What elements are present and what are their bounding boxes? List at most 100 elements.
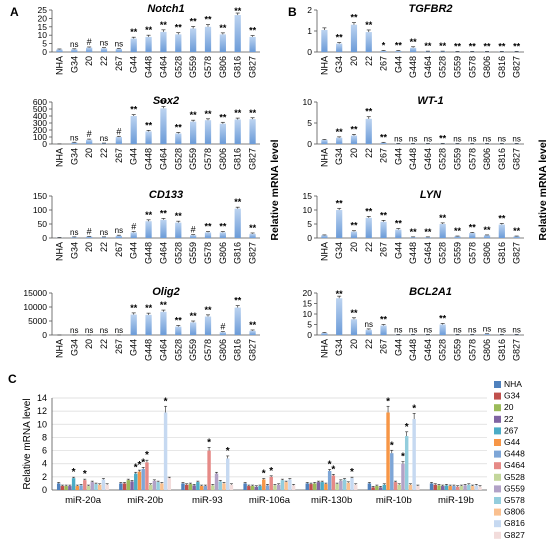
bar — [130, 38, 137, 52]
x-tick-label: G816 — [233, 242, 243, 264]
bar — [250, 486, 255, 490]
bar — [222, 483, 226, 490]
bar — [211, 485, 215, 490]
x-tick-label: G528 — [173, 339, 183, 361]
bar — [390, 453, 394, 490]
panel-label-b: B — [288, 5, 297, 19]
y-tick-label: 12 — [37, 406, 47, 416]
bar — [336, 210, 343, 238]
significance-label: ** — [410, 37, 418, 47]
x-tick-label: G44 — [129, 242, 139, 259]
y-tick-label: 2 — [42, 472, 47, 482]
chart-title: Sox2 — [153, 95, 179, 107]
significance-label: ns — [85, 326, 93, 335]
bar — [160, 483, 164, 490]
bar — [424, 237, 431, 238]
bar — [160, 219, 167, 238]
bar — [346, 482, 350, 490]
bar — [404, 436, 409, 490]
bar — [167, 478, 172, 490]
legend-label: G44 — [504, 437, 520, 447]
legend-label: G559 — [504, 483, 525, 493]
x-tick-label: G448 — [144, 339, 154, 361]
bar — [175, 34, 182, 52]
bar — [196, 482, 200, 490]
bar — [156, 482, 160, 490]
y-tick-label: 15000 — [23, 288, 47, 298]
significance-label: ** — [513, 226, 521, 236]
bar — [160, 108, 167, 144]
bar — [336, 137, 343, 144]
bar — [410, 237, 417, 238]
bar — [188, 484, 193, 490]
significance-label: ** — [424, 227, 432, 237]
significance-label: ** — [219, 112, 227, 122]
x-tick-label: G464 — [423, 242, 433, 264]
bar — [378, 487, 383, 490]
bar — [130, 232, 137, 238]
significance-star: * — [401, 452, 405, 463]
y-tick-label: 25 — [38, 5, 48, 15]
x-tick-label: G559 — [188, 148, 198, 170]
bar — [350, 231, 358, 238]
bar — [380, 325, 387, 335]
bar — [145, 462, 149, 490]
x-tick-label: G827 — [248, 242, 258, 264]
chart-TGFBR2: 0 1 2 TGFBR2 NHA ** G34 ** 20 ** 22 * 267 ** G44 ** G448… — [307, 3, 524, 78]
significance-label: ** — [130, 303, 138, 313]
y-tick-label: 0 — [307, 330, 312, 340]
significance-label: ** — [365, 107, 373, 117]
legend-label: G464 — [504, 460, 525, 470]
x-tick-label: G578 — [203, 56, 213, 78]
bar — [247, 486, 251, 490]
bar — [122, 483, 127, 490]
x-tick-label: G464 — [158, 242, 168, 264]
bar — [474, 485, 479, 490]
bar — [234, 15, 241, 52]
x-tick-label: NHA — [54, 56, 64, 75]
significance-label: ** — [336, 127, 344, 137]
significance-label: ns — [424, 325, 432, 334]
legend-swatch — [494, 520, 501, 528]
significance-label: ** — [234, 6, 242, 16]
significance-label: ** — [380, 210, 388, 220]
significance-label: ns — [394, 134, 402, 143]
x-tick-label: G827 — [248, 56, 258, 78]
bar — [145, 36, 152, 52]
significance-label: ** — [439, 213, 447, 223]
significance-label: ** — [130, 105, 138, 115]
significance-label: ** — [454, 41, 462, 51]
bar — [365, 217, 372, 238]
x-tick-label: G559 — [452, 148, 462, 170]
y-tick-label: 20 — [303, 288, 313, 298]
x-tick-label: G448 — [144, 242, 154, 264]
x-tick-label: G34 — [334, 56, 344, 73]
significance-label: ** — [249, 320, 257, 330]
significance-label: # — [87, 37, 92, 47]
significance-label: ns — [100, 326, 108, 335]
bar — [439, 324, 446, 335]
x-tick-label: G559 — [188, 242, 198, 264]
significance-label: ** — [160, 208, 168, 218]
bar — [184, 484, 189, 490]
significance-label: ** — [484, 225, 492, 235]
bar — [386, 412, 390, 490]
bar — [380, 221, 387, 238]
bar — [56, 483, 61, 490]
significance-star: * — [390, 440, 394, 451]
panel-label-c: C — [8, 372, 17, 386]
legend-swatch — [494, 497, 501, 504]
legend-swatch — [494, 531, 501, 539]
significance-label: ns — [483, 134, 491, 143]
x-tick-label: G827 — [248, 339, 258, 361]
significance-label: ** — [380, 315, 388, 325]
x-tick-label: G528 — [173, 148, 183, 170]
x-tick-label: G528 — [438, 56, 448, 78]
bar — [68, 486, 72, 490]
legend-label: G816 — [504, 518, 525, 528]
significance-label: * — [382, 41, 386, 51]
y-tick-label: 0 — [307, 139, 312, 149]
bar — [163, 412, 168, 490]
x-tick-label: G464 — [423, 339, 433, 361]
y-tick-label: 6 — [42, 446, 47, 456]
